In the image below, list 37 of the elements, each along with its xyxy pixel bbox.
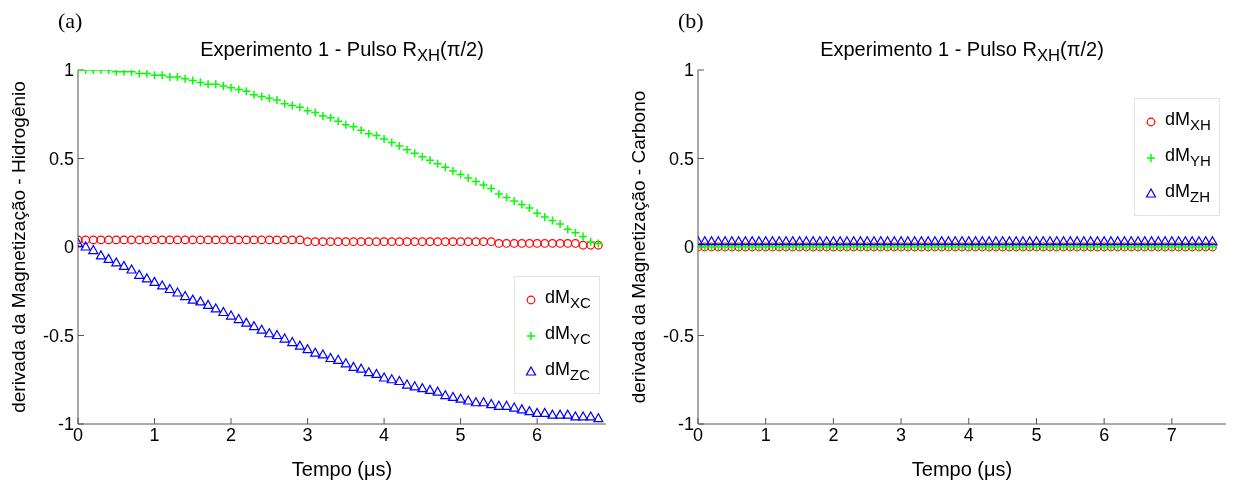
y-tick-label: -1 <box>677 414 694 435</box>
y-tick-label: -0.5 <box>662 325 694 346</box>
x-tick-label: 3 <box>302 424 313 445</box>
x-tick-label: 5 <box>1031 424 1042 445</box>
y-tick-label: -0.5 <box>42 325 74 346</box>
x-axis-title: Tempo (μs) <box>291 458 393 480</box>
x-tick-label: 5 <box>455 424 466 445</box>
text: (a) <box>58 8 83 34</box>
x-tick-label: 6 <box>532 424 543 445</box>
legend-label: dM$_{YC}$ <box>545 323 591 347</box>
x-tick-label: 2 <box>226 424 237 445</box>
chart-title: Experimento 1 - Pulso R$_{XH}$(π/2) <box>819 38 1105 66</box>
x-tick-label: 2 <box>828 424 839 445</box>
x-tick-label: 4 <box>963 424 974 445</box>
y-tick-label: -1 <box>57 414 74 435</box>
x-tick-label: 4 <box>379 424 390 445</box>
legend-label: dM$_{XH}$ <box>1165 109 1211 133</box>
x-tick-label: 3 <box>896 424 907 445</box>
x-tick-label: 6 <box>1099 424 1110 445</box>
y-tick-label: 0 <box>683 237 694 258</box>
x-tick-label: 7 <box>1166 424 1177 445</box>
y-axis-title: derivada da Magnetização - Carbono <box>627 90 649 404</box>
y-tick-label: 0.5 <box>48 148 74 169</box>
x-axis-title: Tempo (μs) <box>911 458 1013 480</box>
y-tick-label: 1 <box>683 60 694 81</box>
text: (b) <box>678 8 704 34</box>
x-tick-label: 1 <box>149 424 160 445</box>
y-tick-label: 1 <box>63 60 74 81</box>
legend-label: dM$_{ZH}$ <box>1165 181 1211 205</box>
legend-label: dM$_{ZC}$ <box>545 359 591 383</box>
x-tick-label: 1 <box>760 424 771 445</box>
y-tick-label: 0.5 <box>668 148 694 169</box>
y-tick-label: 0 <box>63 237 74 258</box>
y-axis-title: derivada da Magnetização - Hidrogênio <box>7 81 29 413</box>
legend-label: dM$_{YH}$ <box>1165 145 1211 169</box>
legend-label: dM$_{XC}$ <box>545 287 591 311</box>
chart-title: Experimento 1 - Pulso R$_{XH}$(π/2) <box>199 38 485 66</box>
